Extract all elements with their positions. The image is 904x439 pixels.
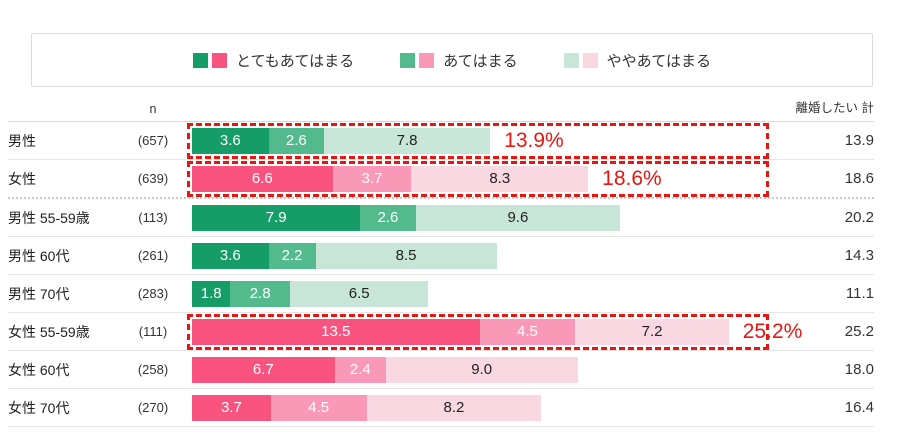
bar-area: 6.7 2.4 9.0 [192, 356, 764, 383]
row-n-count: (639) [137, 171, 169, 186]
row-n-count: (283) [137, 286, 169, 301]
legend-swatches [563, 52, 598, 68]
row-label: 女性 60代 [8, 361, 70, 378]
legend-label: あてはまる [443, 52, 518, 70]
row-total-value: 16.4 [844, 399, 874, 416]
table-row: 男性 55-59歳 (113) 7.9 2.6 9.6 20.2 [8, 199, 874, 237]
row-total-value: 18.0 [844, 361, 874, 378]
bar-area: 13.5 4.5 7.2 25.2% [187, 313, 802, 350]
bar-segment: 3.6 [192, 127, 269, 154]
bar-area: 1.8 2.8 6.5 [192, 280, 764, 307]
total-column-header: 離婚したい 計 [795, 101, 874, 115]
legend-swatches [192, 52, 227, 68]
pink-swatch-icon [211, 52, 227, 68]
green-swatch-icon [563, 52, 579, 68]
row-total-value: 11.1 [845, 285, 874, 302]
bar-segment: 6.5 [289, 280, 429, 307]
bar-area: 3.6 2.2 8.5 [192, 242, 764, 269]
bar-segment: 9.6 [415, 204, 621, 231]
highlight-percent-callout: 13.9% [504, 128, 564, 152]
table-row: 女性 70代 (270) 3.7 4.5 8.2 16.4 [8, 389, 874, 427]
legend-swatches [400, 52, 435, 68]
legend-item-very-applicable: とてもあてはまる [192, 50, 355, 71]
bar-segment: 7.9 [192, 204, 361, 231]
highlight-percent-callout: 18.6% [602, 166, 662, 190]
bar-segment: 2.4 [334, 356, 386, 383]
row-label: 男性 [8, 132, 36, 149]
row-n-count: (113) [138, 210, 168, 225]
column-headers: n 離婚したい 計 [8, 87, 874, 122]
stacked-bar: 7.9 2.6 9.6 [192, 204, 764, 231]
stacked-bar: 1.8 2.8 6.5 [192, 280, 764, 307]
legend-item-somewhat-applicable: ややあてはまる [563, 50, 711, 71]
bar-segment: 6.7 [192, 356, 335, 383]
bar-area: 3.7 4.5 8.2 [192, 394, 764, 421]
bar-segment: 4.5 [479, 318, 576, 345]
stacked-bar: 6.7 2.4 9.0 [192, 356, 764, 383]
stacked-bar: 3.6 2.6 7.8 [187, 122, 769, 159]
bar-segment: 2.6 [268, 127, 325, 154]
bar-segment: 3.6 [192, 242, 269, 269]
table-row: 女性 (639) 6.6 3.7 8.3 18.6% 18.6 [8, 160, 874, 199]
bar-segment: 7.2 [575, 318, 729, 345]
row-label: 女性 [8, 170, 36, 187]
row-label: 女性 70代 [8, 399, 70, 416]
row-n-count: (270) [137, 400, 169, 415]
bar-segment: 2.2 [268, 242, 316, 269]
bar-segment: 13.5 [192, 318, 480, 345]
pink-swatch-icon [419, 52, 435, 68]
bar-segment: 2.8 [230, 280, 290, 307]
bar-segment: 6.6 [192, 165, 333, 192]
highlight-percent-callout: 25.2% [742, 319, 803, 343]
table-row: 男性 60代 (261) 3.6 2.2 8.5 14.3 [8, 237, 874, 275]
bar-segment: 1.8 [192, 280, 231, 307]
bar-segment: 2.6 [360, 204, 416, 231]
bar-segment: 8.3 [411, 165, 589, 192]
table-row: 男性 70代 (283) 1.8 2.8 6.5 11.1 [8, 275, 874, 313]
stacked-bar: 6.6 3.7 8.3 [187, 160, 769, 197]
n-column-header: n [149, 102, 157, 116]
row-label: 女性 55-59歳 [8, 323, 90, 340]
legend-item-applicable: あてはまる [400, 50, 518, 71]
pink-swatch-icon [582, 52, 598, 68]
bar-area: 7.9 2.6 9.6 [192, 204, 764, 231]
row-n-count: (261) [137, 248, 169, 263]
bar-segment: 8.2 [366, 394, 542, 421]
stacked-bar: 13.5 4.5 7.2 [187, 313, 769, 350]
table-row: 男性 (657) 3.6 2.6 7.8 13.9% 13.9 [8, 122, 874, 160]
stacked-bar: 3.6 2.2 8.5 [192, 242, 764, 269]
bar-segment: 3.7 [192, 394, 271, 421]
row-total-value: 13.9 [844, 132, 874, 149]
legend-label: ややあてはまる [606, 52, 711, 70]
table-row: 女性 55-59歳 (111) 13.5 4.5 7.2 25.2% 25.2 [8, 313, 874, 351]
green-swatch-icon [400, 52, 416, 68]
row-n-count: (657) [137, 133, 169, 148]
bar-segment: 3.7 [332, 165, 412, 192]
stacked-bar: 3.7 4.5 8.2 [192, 394, 764, 421]
row-label: 男性 70代 [8, 285, 70, 302]
bar-area: 3.6 2.6 7.8 13.9% [187, 122, 769, 159]
legend-label: とてもあてはまる [235, 52, 355, 70]
chart-rows: 男性 (657) 3.6 2.6 7.8 13.9% 13.9 女性 (639) 6… [8, 122, 874, 427]
table-row: 女性 60代 (258) 6.7 2.4 9.0 18.0 [8, 351, 874, 389]
green-swatch-icon [192, 52, 208, 68]
bar-segment: 8.5 [315, 242, 497, 269]
legend: とてもあてはまる あてはまる ややあてはまる [31, 33, 873, 87]
bar-segment: 9.0 [385, 356, 578, 383]
row-n-count: (111) [138, 324, 168, 339]
row-total-value: 18.6 [844, 170, 874, 187]
row-n-count: (258) [137, 362, 169, 377]
row-label: 男性 60代 [8, 247, 70, 264]
row-total-value: 20.2 [844, 209, 874, 226]
bar-segment: 7.8 [324, 127, 491, 154]
row-total-value: 25.2 [844, 323, 874, 340]
bar-segment: 4.5 [270, 394, 367, 421]
row-label: 男性 55-59歳 [8, 209, 90, 226]
bar-area: 6.6 3.7 8.3 18.6% [187, 160, 769, 197]
row-total-value: 14.3 [844, 247, 874, 264]
